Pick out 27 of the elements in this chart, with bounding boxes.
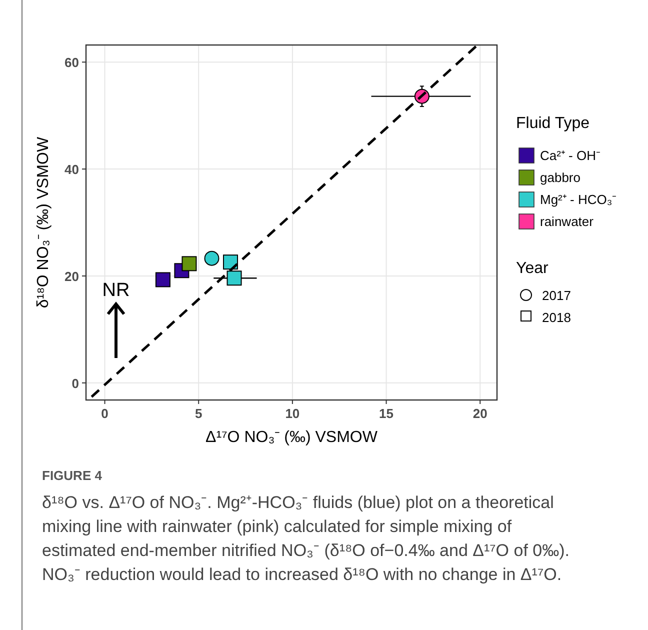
text: δ¹⁸O vs. Δ¹⁷O of NO₃⁻. Mg²⁺-HCO₃⁻ fluids (blue) plot on a theoretical mixing line with rainwater (pink) calculated for simple mixing of estimated end-member nitrified NO₃⁻ (δ¹⁸O of−0.4‰ and Δ¹⁷O of 0‰). NO₃⁻ reduction would lead to increased δ¹⁸O with no change in Δ¹⁷O. [42, 493, 570, 584]
text: Year [516, 260, 549, 277]
x-axis-title: Δ¹⁷O NO₃⁻ (‰) VSMOW [206, 429, 378, 446]
text: 2017 [542, 288, 571, 303]
x-tick-label: 20 [472, 406, 488, 421]
point [204, 250, 220, 266]
x-tick-label: 10 [285, 406, 300, 421]
point [155, 272, 170, 288]
x-tick-label: 0 [101, 406, 108, 421]
x-tick-label: 5 [194, 406, 202, 421]
point [223, 254, 238, 270]
y-tick-label: 60 [64, 55, 79, 70]
x-tick-label: 15 [379, 406, 394, 421]
legend-label: gabbro [540, 170, 580, 185]
caption: FIGURE 4 [42, 468, 103, 483]
point [182, 256, 197, 272]
text: 2018 [542, 310, 571, 325]
legend-title: Fluid Type [516, 115, 590, 132]
y-tick-label: 20 [64, 268, 79, 284]
y-tick-label: 40 [64, 162, 79, 178]
legend-label: Ca²⁺ - OH⁻ [540, 148, 600, 163]
legend-label: Mg²⁺ - HCO₃⁻ [540, 192, 616, 207]
y-tick-label: 0 [72, 376, 79, 391]
point [226, 270, 242, 286]
legend-label: rainwater [540, 214, 594, 229]
y-axis-title: δ¹⁸O NO₃⁻ (‰) VSMOW [35, 136, 52, 308]
annotation: NR [102, 280, 130, 301]
